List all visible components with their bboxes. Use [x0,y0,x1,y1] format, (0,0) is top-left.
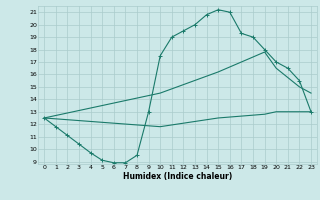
X-axis label: Humidex (Indice chaleur): Humidex (Indice chaleur) [123,172,232,181]
